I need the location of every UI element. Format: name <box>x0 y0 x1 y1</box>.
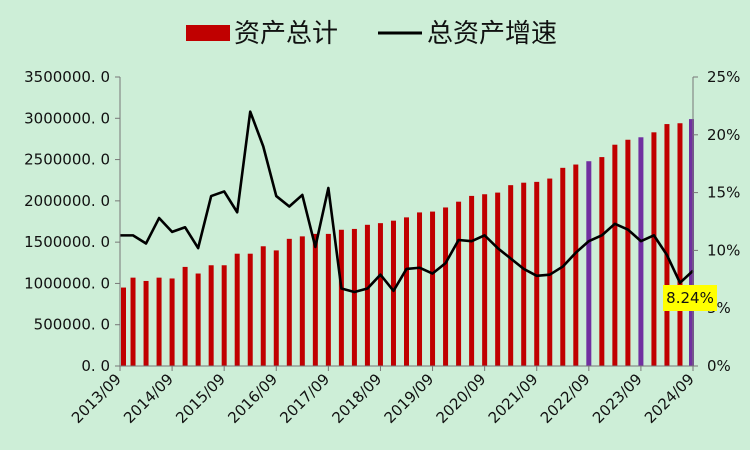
bar-1 <box>130 277 136 366</box>
legend: 资产总计 总资产增速 <box>186 19 557 49</box>
last-value-annotation: 8.24% <box>663 285 717 311</box>
left-tick-label-3: 1500000. 0 <box>24 233 110 251</box>
bar-2 <box>143 280 149 366</box>
left-tick-label-7: 3500000. 0 <box>24 68 110 86</box>
bar-20 <box>377 223 383 366</box>
bar-30 <box>508 185 514 366</box>
x-tick-label-9: 2022/09 <box>537 370 594 427</box>
growth-line <box>120 110 694 294</box>
bar-9 <box>234 253 240 366</box>
bar-6 <box>195 273 201 366</box>
bar-13 <box>286 238 292 366</box>
bar-23 <box>417 212 423 366</box>
x-tick-label-2: 2015/09 <box>172 370 229 427</box>
annotation-label: 8.24% <box>666 289 714 307</box>
right-tick-label-3: 15% <box>707 184 740 202</box>
bar-17 <box>338 229 344 366</box>
bar-27 <box>469 195 475 366</box>
left-tick-label-6: 3000000. 0 <box>24 109 110 127</box>
bar-7 <box>208 265 214 366</box>
legend-label-assets: 资产总计 <box>234 19 338 49</box>
bar-43 <box>677 123 683 367</box>
bar-16 <box>325 233 331 366</box>
x-tick-label-10: 2023/09 <box>589 370 646 427</box>
x-tick-label-5: 2018/09 <box>328 370 385 427</box>
right-axis-ticks: 0%5%10%15%20%25% <box>693 68 740 375</box>
bar-41 <box>651 132 657 366</box>
bar-40 <box>638 137 644 366</box>
x-tick-label-6: 2019/09 <box>381 370 438 427</box>
bar-24 <box>430 211 436 366</box>
bar-5 <box>182 266 188 366</box>
right-tick-label-0: 0% <box>707 357 731 375</box>
legend-label-growth: 总资产增速 <box>427 19 557 49</box>
bar-18 <box>351 228 357 366</box>
x-tick-label-1: 2014/09 <box>120 370 177 427</box>
bar-36 <box>586 161 592 366</box>
bar-32 <box>534 181 540 366</box>
bar-42 <box>664 124 670 366</box>
left-tick-label-4: 2000000. 0 <box>24 192 110 210</box>
bar-35 <box>573 164 579 366</box>
bar-14 <box>299 236 305 366</box>
x-tick-label-4: 2017/09 <box>276 370 333 427</box>
legend-swatch-assets <box>186 25 230 41</box>
bar-21 <box>390 220 396 366</box>
x-tick-label-11: 2024/09 <box>641 370 698 427</box>
bar-19 <box>364 224 370 366</box>
bar-37 <box>599 157 605 366</box>
bar-11 <box>260 246 266 366</box>
left-tick-label-0: 0. 0 <box>81 357 110 375</box>
bar-25 <box>443 207 449 366</box>
bar-12 <box>273 250 279 366</box>
bar-15 <box>312 233 318 366</box>
left-tick-label-1: 500000. 0 <box>34 316 110 334</box>
bar-29 <box>495 192 501 366</box>
bar-8 <box>221 265 227 366</box>
bar-10 <box>247 253 253 366</box>
left-axis-ticks: 0. 0 500000. 0 1000000. 0 1500000. 0 2000000… <box>24 68 120 375</box>
bar-33 <box>547 178 553 366</box>
bar-38 <box>612 144 618 366</box>
annotation-box <box>663 285 717 311</box>
right-tick-label-2: 10% <box>707 241 740 259</box>
bar-39 <box>625 139 631 366</box>
x-axis-ticks: 2013/092014/092015/092016/092017/092018/… <box>68 366 698 427</box>
axes <box>119 77 694 367</box>
bar-26 <box>456 201 462 366</box>
x-tick-label-3: 2016/09 <box>224 370 281 427</box>
bar-31 <box>521 182 527 366</box>
bar-3 <box>156 277 162 366</box>
left-tick-label-5: 2500000. 0 <box>24 151 110 169</box>
bar-22 <box>404 217 409 366</box>
x-tick-label-8: 2021/09 <box>485 370 542 427</box>
right-tick-label-5: 25% <box>707 68 740 86</box>
x-tick-label-7: 2020/09 <box>433 370 490 427</box>
bar-44 <box>689 119 694 366</box>
bar-0 <box>121 287 126 366</box>
left-tick-label-2: 1000000. 0 <box>24 274 110 292</box>
bar-28 <box>482 194 488 366</box>
right-tick-label-4: 20% <box>707 126 740 144</box>
x-tick-label-0: 2013/09 <box>68 370 125 427</box>
bar-4 <box>169 278 175 366</box>
bar-series <box>121 119 694 367</box>
